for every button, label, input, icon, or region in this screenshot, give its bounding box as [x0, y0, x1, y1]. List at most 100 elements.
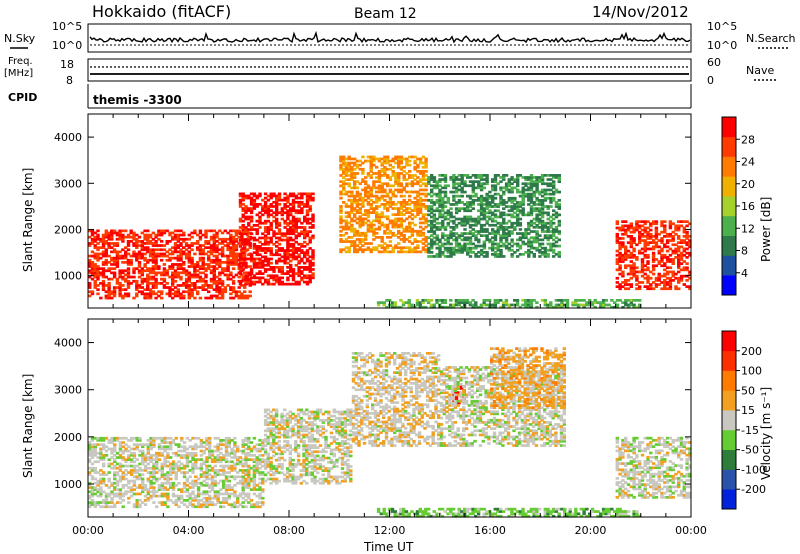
power-cell [626, 241, 631, 244]
velocity-cell [93, 471, 97, 474]
power-cell [441, 209, 445, 213]
power-cell [410, 229, 415, 233]
power-cell [198, 271, 203, 275]
velocity-cell [127, 496, 131, 500]
velocity-cell [171, 481, 176, 485]
power-cell [350, 172, 354, 175]
power-cell [212, 267, 216, 270]
velocity-cell [88, 449, 92, 453]
power-cell [554, 299, 559, 302]
power-cell [493, 184, 498, 188]
power-cell [677, 256, 681, 259]
power-cell [179, 242, 183, 245]
power-cell [168, 248, 172, 252]
power-cell [132, 237, 136, 241]
power-cell [350, 244, 354, 247]
power-cell [532, 217, 536, 221]
velocity-cell [129, 486, 134, 489]
power-cell [353, 180, 357, 183]
power-cell [493, 215, 498, 219]
power-cell [454, 251, 459, 254]
power-cell [524, 236, 528, 240]
power-cell [238, 272, 243, 275]
velocity-cell [104, 484, 109, 487]
power-cell [277, 276, 282, 280]
power-cell [297, 272, 301, 275]
velocity-cell [90, 456, 95, 459]
power-cell [552, 213, 556, 217]
power-cell [449, 226, 453, 229]
power-cell [234, 229, 239, 233]
power-cell [204, 231, 208, 235]
power-cell [538, 219, 542, 223]
power-cell [269, 238, 273, 242]
velocity-cell [121, 464, 125, 468]
power-cell [294, 200, 298, 204]
power-cell [386, 161, 390, 165]
power-cell [554, 240, 559, 244]
power-cell [418, 192, 423, 196]
power-cell [146, 284, 150, 287]
power-cell [277, 198, 282, 202]
power-cell [277, 253, 282, 257]
power-cell [413, 201, 417, 204]
velocity-cell [149, 475, 153, 479]
power-cell [244, 280, 248, 284]
power-cell [535, 182, 539, 186]
power-cell [405, 201, 409, 204]
power-cell [162, 263, 167, 266]
power-cell [527, 255, 531, 258]
power-cell [632, 247, 636, 251]
power-cell [535, 188, 539, 192]
power-cell [99, 252, 103, 256]
power-cell [88, 286, 92, 289]
power-cell [482, 242, 487, 246]
power-cell [347, 236, 351, 239]
velocity-cell [132, 475, 137, 479]
power-heatmap [88, 155, 692, 309]
power-cell [504, 184, 509, 188]
velocity-cell [88, 441, 92, 444]
power-cell [535, 226, 539, 229]
power-cell [234, 233, 239, 237]
power-cell [532, 180, 536, 183]
velocity-cell [152, 458, 156, 461]
power-cell [311, 224, 315, 227]
power-cell [154, 233, 158, 237]
velocity-cell [171, 484, 176, 487]
power-cell [397, 209, 401, 212]
power-cell [372, 223, 376, 227]
power-cell [303, 217, 307, 221]
power-cell [380, 221, 384, 225]
power-cell [543, 190, 548, 194]
power-cell [529, 236, 534, 240]
power-cell [151, 252, 156, 256]
power-cell [135, 244, 139, 247]
power-cell [552, 209, 556, 213]
power-cell [521, 236, 525, 240]
power-cell [438, 253, 442, 256]
power-cell [308, 217, 312, 221]
power-cell [277, 259, 282, 263]
power-cell [179, 271, 183, 275]
power-cell [421, 238, 426, 241]
power-cell [277, 236, 282, 240]
power-cell [229, 229, 233, 233]
power-cell [552, 174, 556, 177]
power-cell [176, 256, 180, 260]
power-cell [238, 282, 243, 286]
power-cell [218, 258, 222, 262]
power-cell [377, 236, 382, 239]
power-cell [249, 200, 254, 204]
power-cell [391, 246, 395, 250]
power-cell [394, 178, 398, 181]
power-cell [289, 232, 293, 236]
power-cell [344, 167, 349, 171]
power-cell [280, 238, 284, 242]
power-cell [238, 255, 243, 259]
power-cell [463, 248, 467, 252]
velocity-cell [149, 496, 153, 500]
power-cell [588, 301, 592, 304]
velocity-cell [113, 460, 117, 464]
velocity-cell [88, 454, 92, 457]
